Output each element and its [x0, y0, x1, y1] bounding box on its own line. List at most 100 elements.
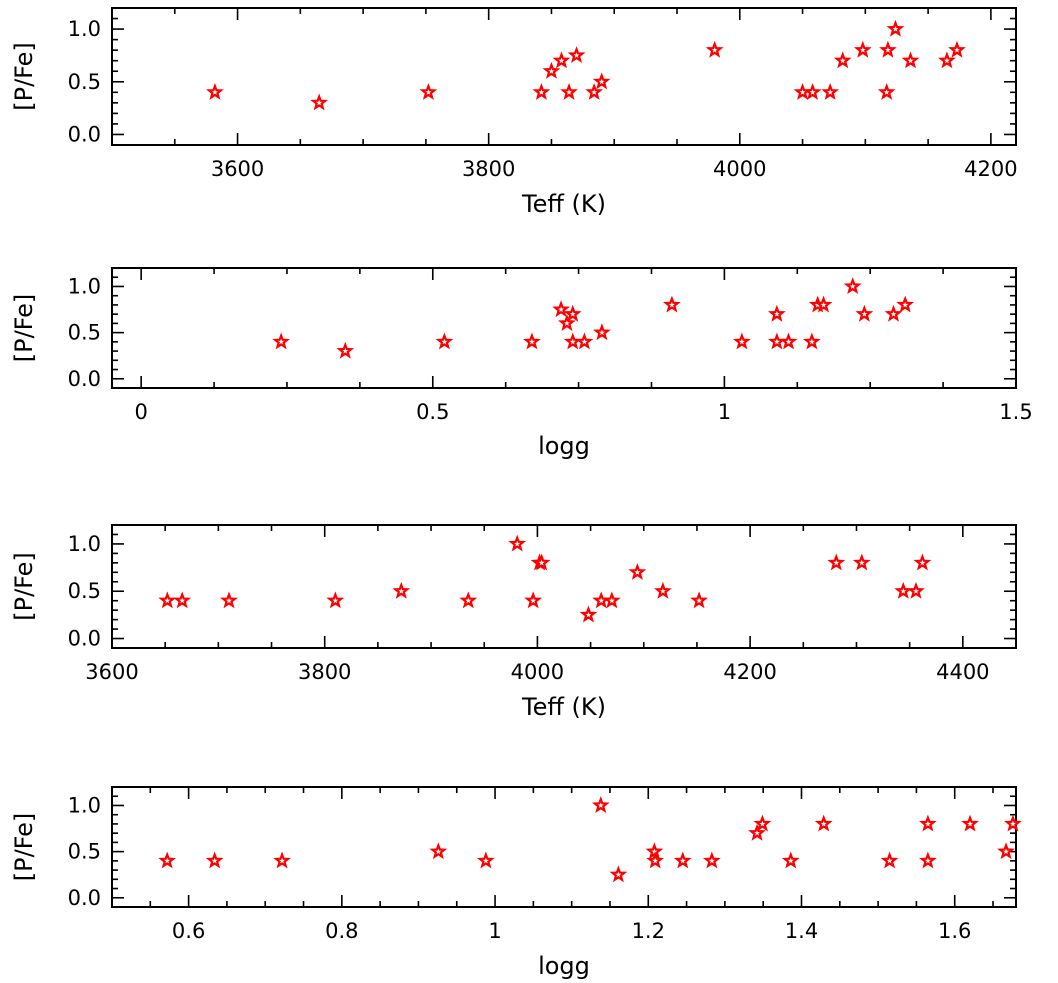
series-stars [158, 796, 1022, 883]
x-tick-label: 4000 [713, 157, 766, 181]
data-point [690, 591, 708, 609]
data-point [913, 553, 932, 571]
x-tick-label: 1.4 [785, 919, 818, 943]
data-point [821, 82, 840, 100]
data-point [733, 332, 751, 350]
data-point [563, 304, 582, 322]
panel-2: 0 0.5 1 1.5 0.0 0.5 1.0 logg [P/Fe] [10, 267, 1033, 460]
data-point [552, 300, 570, 318]
data-point [781, 851, 800, 869]
data-point [602, 591, 621, 609]
data-point [779, 332, 798, 350]
plot-frame [111, 7, 1017, 146]
x-tick-label: 1 [488, 919, 501, 943]
data-point [894, 581, 913, 599]
data-point [901, 51, 920, 69]
data-point [748, 823, 766, 841]
data-point [579, 605, 598, 623]
data-point [877, 82, 896, 100]
x-tick-label: 3800 [298, 660, 351, 684]
data-point [273, 851, 291, 869]
data-point [542, 61, 561, 79]
data-point [592, 591, 611, 609]
data-point [767, 332, 786, 350]
data-point [886, 19, 905, 37]
data-point [532, 82, 551, 100]
data-point [663, 295, 681, 313]
data-point [814, 295, 833, 313]
data-point [879, 40, 897, 58]
x-tick-label: 4200 [964, 157, 1017, 181]
data-point [336, 341, 355, 359]
y-axis-title: [P/Fe] [10, 42, 38, 111]
plot-frame [111, 524, 1017, 649]
y-tick-label: 1.0 [68, 274, 101, 298]
x-axis-title: Teff (K) [521, 190, 606, 218]
data-point [803, 82, 822, 100]
y-tick-label: 0.0 [68, 627, 101, 651]
data-point [896, 295, 915, 313]
data-point [205, 851, 224, 869]
data-point [814, 814, 833, 832]
data-point [459, 591, 478, 609]
x-tick-label: 0.5 [416, 400, 449, 424]
data-point [852, 553, 871, 571]
x-tick-label: 3800 [462, 157, 515, 181]
x-tick-label: 1 [718, 400, 731, 424]
data-point [524, 591, 543, 609]
x-tick-label: 0.8 [325, 919, 358, 943]
data-point [435, 332, 454, 350]
data-point [833, 51, 852, 69]
x-tick-label: 1.2 [632, 919, 665, 943]
data-point [508, 534, 527, 552]
data-point [654, 581, 672, 599]
y-tick-label: 1.0 [68, 793, 101, 817]
data-point [476, 851, 495, 869]
y-tick-label: 0.5 [68, 70, 101, 94]
y-tick-label: 0.0 [68, 122, 101, 146]
data-point [591, 796, 610, 814]
data-point [523, 332, 541, 350]
y-tick-label: 0.5 [68, 579, 101, 603]
y-tick-label: 0.0 [68, 886, 101, 910]
data-point [853, 40, 872, 58]
data-point [1004, 814, 1022, 832]
data-point [173, 591, 192, 609]
data-point [646, 851, 665, 869]
y-tick-label: 0.0 [68, 367, 101, 391]
data-point [326, 591, 345, 609]
data-point [767, 304, 786, 322]
data-point [158, 591, 177, 609]
panel-4: 0.6 0.8 1 1.2 1.4 1.6 0.0 0.5 1.0 logg [P/Fe] [10, 786, 1022, 980]
data-point [563, 332, 582, 350]
data-point [843, 277, 862, 295]
panel-3: 3600 3800 4000 4200 4400 0.0 0.5 1.0 Teff (K) [P/… [10, 524, 1017, 721]
series-stars [272, 277, 915, 359]
panel-1: 3600 3800 4000 4200 0.0 0.5 1.0 Teff (K) [P/Fe] [10, 7, 1018, 218]
y-axis-title: [P/Fe] [10, 552, 38, 621]
data-point [673, 851, 692, 869]
data-point [272, 332, 291, 350]
x-tick-label: 3600 [211, 157, 264, 181]
x-axis-title: logg [538, 432, 590, 460]
data-point [628, 562, 647, 580]
y-tick-label: 0.5 [68, 840, 101, 864]
data-point [884, 304, 903, 322]
data-point [948, 40, 966, 58]
data-point [575, 332, 594, 350]
data-point [753, 814, 772, 832]
data-point [802, 332, 821, 350]
x-tick-label: 4400 [936, 660, 989, 684]
data-point [560, 82, 578, 100]
data-point [609, 865, 628, 883]
data-point [158, 851, 177, 869]
data-point [827, 553, 846, 571]
x-tick-label: 4000 [511, 660, 564, 684]
series-stars [158, 534, 932, 623]
data-point [855, 304, 874, 322]
data-point [310, 93, 329, 111]
data-point [592, 72, 611, 90]
x-tick-label: 0 [134, 400, 147, 424]
data-point [961, 814, 979, 832]
